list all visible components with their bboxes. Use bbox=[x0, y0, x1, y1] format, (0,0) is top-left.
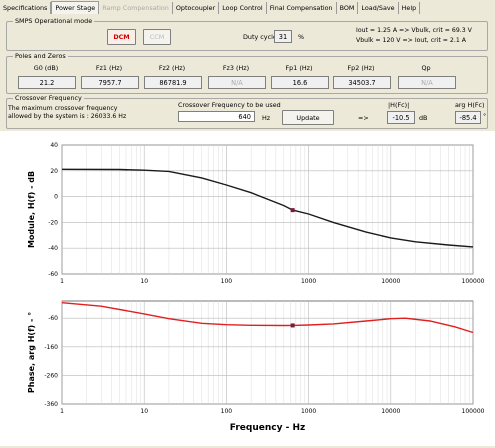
arrow-symbol: => bbox=[358, 114, 369, 122]
pole-label-2: Fz2 (Hz) bbox=[158, 64, 186, 72]
tab-ramp-compensation[interactable]: Ramp Compensation bbox=[99, 2, 173, 14]
y-tick-label: 40 bbox=[50, 142, 58, 149]
hfc-value-field: -10.5 bbox=[387, 111, 415, 124]
update-button[interactable]: Update bbox=[282, 110, 334, 125]
x-tick-label: 10 bbox=[140, 408, 148, 415]
duty-cycle-unit: % bbox=[298, 33, 305, 41]
series-line bbox=[61, 168, 474, 248]
x-tick-label: 10 bbox=[140, 278, 148, 285]
crossover-used-label: Crossover Frequency to be used bbox=[178, 101, 281, 109]
x-tick-label: 10000 bbox=[381, 408, 400, 415]
pole-value-6: N/A bbox=[398, 76, 456, 89]
tab-optocoupler[interactable]: Optocoupler bbox=[173, 2, 220, 14]
critical-info-line2: Vbulk = 120 V => Iout, crit = 2.1 A bbox=[356, 37, 466, 44]
bode-plot-svg: 1 10 100 1000 10000 100000 40 20 0 -20 -40 -60 Modul… bbox=[27, 142, 485, 433]
y-axis-label: Module, H(f) - dB bbox=[27, 171, 36, 248]
tab-final-compensation[interactable]: Final Compensation bbox=[267, 2, 337, 14]
tab-bom[interactable]: BOM bbox=[337, 2, 359, 14]
plot-frame-0 bbox=[61, 144, 474, 275]
arg-label: arg H(Fc) bbox=[455, 101, 485, 109]
pole-value-0: 21.2 bbox=[18, 76, 76, 89]
pole-value-4: 16.6 bbox=[271, 76, 329, 89]
y-tick-label: -20 bbox=[48, 219, 58, 226]
y-tick-label: 0 bbox=[54, 194, 58, 201]
poles-zeros-group-label: Poles and Zeros bbox=[13, 52, 68, 60]
smps-mode-group: SMPS Operational mode bbox=[6, 17, 488, 51]
x-tick-label: 10000 bbox=[381, 278, 400, 285]
crossover-marker bbox=[290, 208, 295, 213]
tab-loop-control[interactable]: Loop Control bbox=[219, 2, 267, 14]
pole-label-3: Fz3 (Hz) bbox=[222, 64, 250, 72]
max-crossover-text-line1: The maximum crossover frequency bbox=[8, 105, 118, 112]
poles-zeros-group: Poles and Zeros bbox=[6, 52, 488, 94]
pole-value-3: N/A bbox=[208, 76, 266, 89]
tab-specifications[interactable]: Specifications bbox=[0, 2, 52, 14]
hfc-label: |H(Fc)| bbox=[388, 101, 410, 109]
arg-value-field: -85.4 bbox=[455, 111, 481, 124]
x-axis-label: Frequency - Hz bbox=[230, 423, 305, 433]
pole-label-1: Fz1 (Hz) bbox=[95, 64, 123, 72]
y-tick-label: 20 bbox=[50, 168, 58, 175]
crossover-unit: Hz bbox=[262, 114, 271, 122]
y-tick-label: -360 bbox=[44, 401, 58, 408]
tab-power-stage[interactable]: Power Stage bbox=[51, 1, 100, 14]
max-crossover-text-line2: allowed by the system is : 26033.6 Hz bbox=[8, 113, 127, 120]
y-tick-label: -260 bbox=[44, 372, 58, 379]
pole-value-5: 34503.7 bbox=[333, 76, 391, 89]
duty-cycle-field: 31 bbox=[274, 30, 292, 43]
duty-cycle-label: Duty cycle bbox=[243, 33, 277, 41]
crossover-frequency-input[interactable]: 640 bbox=[178, 111, 255, 122]
smps-group-label: SMPS Operational mode bbox=[13, 17, 95, 25]
x-tick-label: 1 bbox=[60, 408, 64, 415]
dcm-mode-button[interactable]: DCM bbox=[107, 29, 136, 45]
arg-unit: ° bbox=[483, 112, 487, 120]
x-tick-label: 100 bbox=[221, 278, 233, 285]
ccm-mode-button[interactable]: CCM bbox=[143, 29, 171, 45]
crossover-marker bbox=[290, 323, 295, 328]
y-tick-label: -40 bbox=[48, 245, 58, 252]
tab-help[interactable]: Help bbox=[399, 2, 421, 14]
pole-label-5: Fp2 (Hz) bbox=[347, 64, 375, 72]
pole-label-0: G0 (dB) bbox=[33, 64, 59, 72]
bode-plot-area: 1 10 100 1000 10000 100000 40 20 0 -20 -40 -60 Modul… bbox=[0, 131, 495, 446]
pole-label-4: Fp1 (Hz) bbox=[285, 64, 313, 72]
pole-value-1: 7957.7 bbox=[81, 76, 139, 89]
x-tick-label: 1000 bbox=[301, 278, 316, 285]
x-tick-label: 1000 bbox=[301, 408, 316, 415]
y-axis-label: Phase, arg H(f) - ° bbox=[27, 312, 36, 393]
x-tick-label: 1 bbox=[60, 278, 64, 285]
y-tick-label: -60 bbox=[48, 271, 58, 278]
x-tick-label: 100000 bbox=[462, 408, 485, 415]
pole-value-2: 86781.9 bbox=[144, 76, 202, 89]
hfc-unit: dB bbox=[419, 114, 428, 122]
crossover-group: Crossover Frequency bbox=[6, 94, 488, 129]
plot-frame-1 bbox=[61, 300, 474, 405]
y-tick-label: -60 bbox=[48, 315, 58, 322]
tab-bar: Specifications Power Stage Ramp Compensati… bbox=[0, 0, 495, 14]
critical-info-line1: Iout = 1.25 A => Vbulk, crit = 69.3 V bbox=[356, 27, 472, 34]
tab-load-save[interactable]: Load/Save bbox=[358, 2, 399, 14]
pole-label-6: Qp bbox=[421, 64, 431, 72]
y-tick-label: -160 bbox=[44, 344, 58, 351]
x-tick-label: 100000 bbox=[462, 278, 485, 285]
x-tick-label: 100 bbox=[221, 408, 233, 415]
crossover-group-label: Crossover Frequency bbox=[13, 94, 84, 102]
